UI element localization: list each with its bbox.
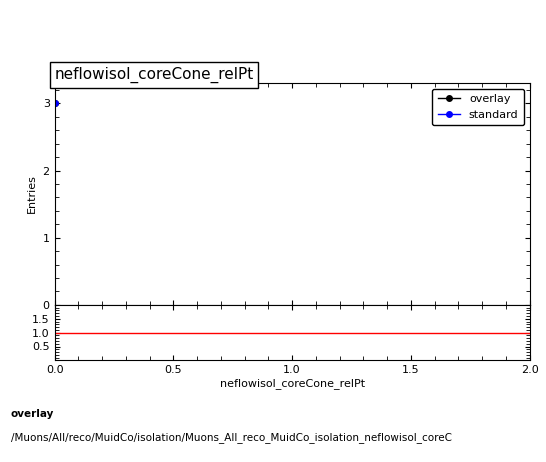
- X-axis label: neflowisol_coreCone_relPt: neflowisol_coreCone_relPt: [219, 378, 365, 389]
- Y-axis label: Entries: Entries: [27, 175, 37, 213]
- Legend: overlay, standard: overlay, standard: [432, 89, 524, 125]
- Text: overlay: overlay: [11, 409, 54, 419]
- Text: /Muons/All/reco/MuidCo/isolation/Muons_All_reco_MuidCo_isolation_neflowisol_core: /Muons/All/reco/MuidCo/isolation/Muons_A…: [11, 432, 452, 443]
- Text: neflowisol_coreCone_relPt: neflowisol_coreCone_relPt: [55, 67, 254, 83]
